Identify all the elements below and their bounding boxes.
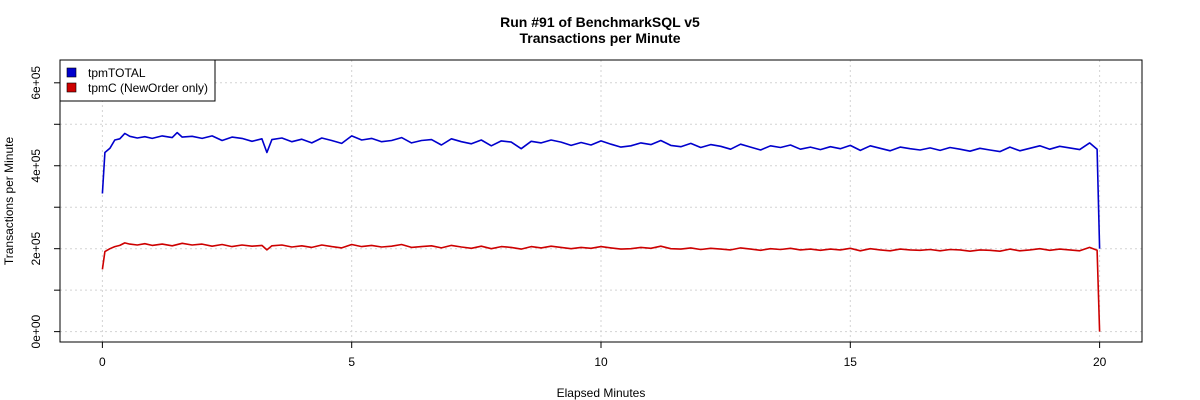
x-axis-label: Elapsed Minutes (557, 386, 646, 400)
legend-label-tpmc: tpmC (NewOrder only) (88, 81, 208, 95)
y-tick-label-6: 6e+05 (29, 66, 43, 100)
y-axis-label: Transactions per Minute (2, 137, 16, 266)
y-tick-label-2: 2e+05 (29, 232, 43, 266)
legend-swatch-tpmc (66, 82, 77, 93)
y-tick-label-4: 4e+05 (29, 149, 43, 183)
legend: tpmTOTAL tpmC (NewOrder only) (59, 59, 216, 102)
x-tick-label-0: 0 (99, 355, 106, 369)
y-tick-label-0: 0e+00 (29, 314, 43, 348)
grid (60, 60, 1142, 342)
legend-box (59, 59, 216, 102)
chart-title: Run #91 of BenchmarkSQL v5 (500, 14, 700, 30)
series-line-1 (101, 242, 1101, 332)
x-tick-label-2: 10 (594, 355, 608, 369)
legend-swatch-tpmtotal (66, 67, 77, 78)
x-tick-label-3: 15 (844, 355, 858, 369)
chart-subtitle: Transactions per Minute (519, 30, 680, 46)
series-line-0 (101, 131, 1101, 249)
series-lines (101, 131, 1101, 332)
x-tick-label-4: 20 (1093, 355, 1107, 369)
legend-label-tpmtotal: tpmTOTAL (88, 66, 146, 80)
x-tick-label-1: 5 (348, 355, 355, 369)
x-axis: 0 5 10 15 20 (99, 341, 1107, 369)
y-axis: 0e+00 2e+05 4e+05 6e+05 (29, 66, 61, 348)
